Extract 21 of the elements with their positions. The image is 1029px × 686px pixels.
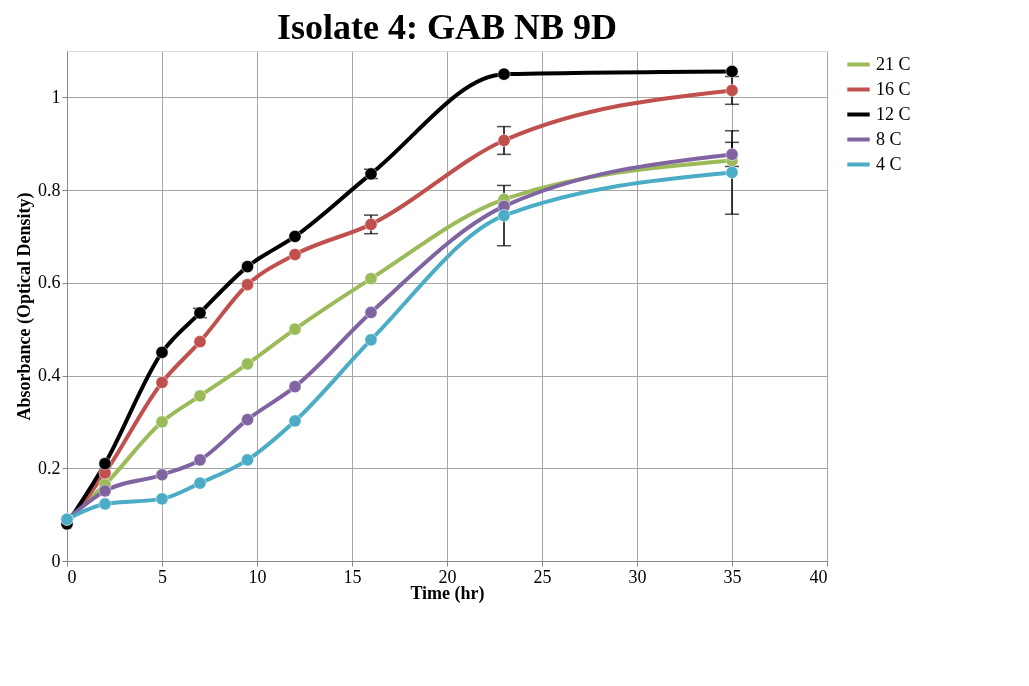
y-tick-label: 1 bbox=[51, 86, 61, 107]
y-tick-label: 0.2 bbox=[38, 457, 61, 478]
y-tick-label: 0 bbox=[51, 550, 61, 571]
x-tick-label: 30 bbox=[628, 566, 647, 587]
legend-label: 12 C bbox=[876, 103, 911, 124]
x-tick-label: 5 bbox=[158, 566, 167, 587]
legend-label: 21 C bbox=[876, 53, 911, 74]
x-tick-label: 40 bbox=[809, 566, 828, 587]
y-tick-label: 0.8 bbox=[38, 179, 61, 200]
y-axis-title: Absorbance (Optical Density) bbox=[14, 192, 35, 421]
x-tick-label: 35 bbox=[723, 566, 742, 587]
legend-label: 4 C bbox=[876, 153, 902, 174]
x-tick-label: 25 bbox=[533, 566, 552, 587]
legend-label: 16 C bbox=[876, 78, 911, 99]
chart-title: Isolate 4: GAB NB 9D bbox=[277, 7, 617, 47]
y-tick-label: 0.4 bbox=[38, 365, 61, 386]
x-tick-label: 0 bbox=[67, 566, 77, 587]
legend-label: 8 C bbox=[876, 128, 902, 149]
x-tick-label: 15 bbox=[343, 566, 362, 587]
y-tick-label: 0.6 bbox=[38, 272, 61, 293]
x-tick-label: 10 bbox=[248, 566, 267, 587]
